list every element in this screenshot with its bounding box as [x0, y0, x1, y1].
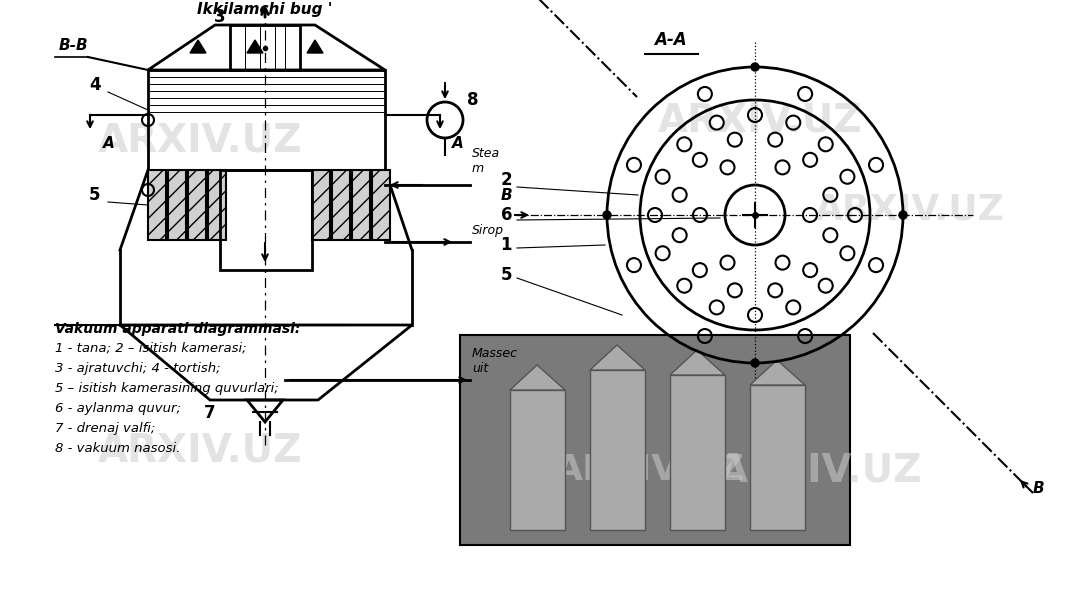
Bar — [590, 370, 644, 530]
Text: ARXIV.UZ: ARXIV.UZ — [98, 431, 302, 469]
Text: 8: 8 — [467, 91, 478, 109]
Text: 5 – isitish kamerasining quvurlari;: 5 – isitish kamerasining quvurlari; — [55, 382, 278, 395]
Text: Stea
m: Stea m — [472, 147, 500, 175]
Bar — [312, 170, 330, 240]
Text: 5: 5 — [90, 186, 100, 204]
Polygon shape — [190, 40, 206, 53]
Bar — [372, 170, 391, 240]
Text: ARXIV.UZ: ARXIV.UZ — [657, 101, 862, 139]
Bar — [148, 70, 385, 170]
Text: ARXIV.UZ: ARXIV.UZ — [718, 451, 922, 489]
Text: ARXIV.UZ: ARXIV.UZ — [555, 453, 745, 487]
Bar — [352, 170, 370, 240]
Polygon shape — [510, 365, 566, 390]
Bar — [148, 170, 166, 240]
Bar — [208, 170, 226, 240]
Text: 8 - vakuum nasosi.: 8 - vakuum nasosi. — [55, 442, 180, 455]
Text: 3 - ajratuvchi; 4 - tortish;: 3 - ajratuvchi; 4 - tortish; — [55, 362, 221, 375]
Text: 6 - aylanma quvur;: 6 - aylanma quvur; — [55, 402, 181, 415]
Bar — [332, 170, 350, 240]
Text: 2: 2 — [500, 171, 512, 189]
Polygon shape — [246, 40, 262, 53]
Bar — [168, 170, 186, 240]
Text: 1: 1 — [500, 236, 512, 254]
Text: A-A: A-A — [654, 31, 686, 49]
Text: Vakuum apparati diagrammasi:: Vakuum apparati diagrammasi: — [55, 322, 301, 336]
Text: B: B — [500, 188, 512, 203]
Text: B: B — [1033, 481, 1045, 496]
Text: ARXIV.UZ: ARXIV.UZ — [98, 121, 302, 159]
Text: 7: 7 — [204, 404, 216, 422]
Text: A: A — [452, 136, 464, 151]
Polygon shape — [750, 360, 805, 385]
Bar — [188, 170, 206, 240]
Text: Sirop: Sirop — [472, 224, 504, 237]
Text: 4: 4 — [90, 76, 100, 94]
Text: 1 - tana; 2 – isitish kamerasi;: 1 - tana; 2 – isitish kamerasi; — [55, 342, 246, 355]
Text: 3: 3 — [214, 8, 226, 26]
Polygon shape — [590, 345, 644, 370]
Text: Massec
uit: Massec uit — [472, 347, 517, 375]
Text: ARXIV.UZ: ARXIV.UZ — [815, 193, 1005, 227]
Text: Ikkilamchi bug ': Ikkilamchi bug ' — [197, 2, 333, 17]
Text: 6: 6 — [500, 206, 512, 224]
Bar — [750, 385, 805, 530]
Bar — [460, 335, 850, 545]
Text: A: A — [103, 136, 115, 151]
Polygon shape — [307, 40, 323, 53]
Bar — [230, 25, 300, 70]
Circle shape — [751, 359, 759, 367]
Bar — [220, 170, 312, 270]
Polygon shape — [670, 350, 724, 375]
Bar — [510, 390, 566, 530]
Text: B-B: B-B — [59, 38, 87, 53]
Circle shape — [603, 211, 611, 219]
Text: 7 - drenaj valfi;: 7 - drenaj valfi; — [55, 422, 156, 435]
Bar — [670, 375, 724, 530]
Text: 5: 5 — [500, 266, 512, 284]
Circle shape — [899, 211, 907, 219]
Circle shape — [751, 63, 759, 71]
